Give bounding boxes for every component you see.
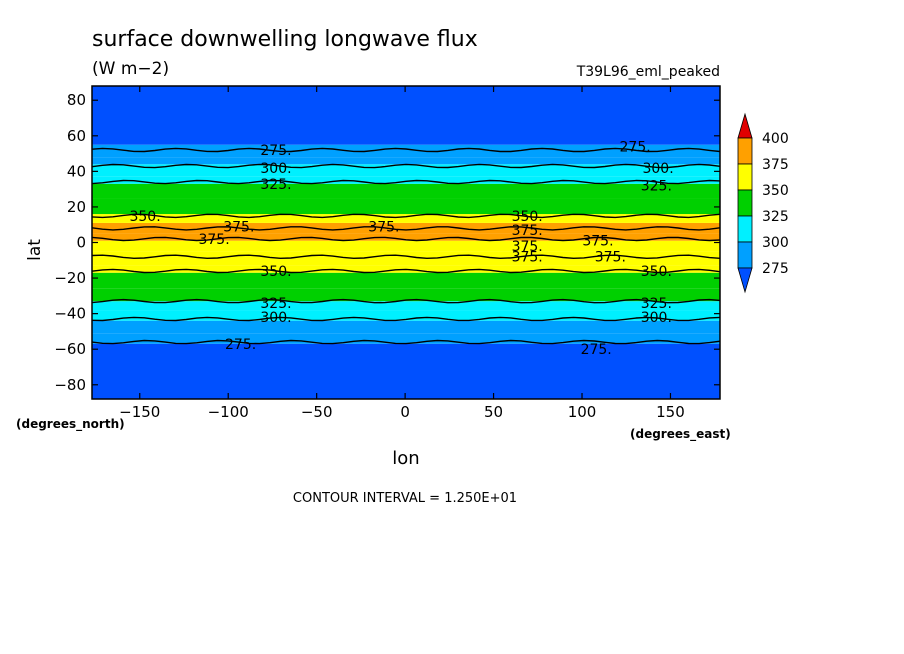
contour-label-11: 375. (512, 223, 543, 239)
contour-labels: 275.300.325.275.300.325.350.375.375.375.… (129, 139, 673, 358)
colorbar-swatch-1 (737, 163, 753, 191)
contour-label-12: 375. (512, 239, 543, 255)
colorbar-swatch-4 (737, 241, 753, 269)
band-4 (92, 301, 720, 311)
contour-line-350. (91, 268, 721, 274)
band-17 (92, 157, 720, 165)
band-16 (92, 164, 720, 177)
chart-title: surface downwelling longwave flux (92, 27, 478, 52)
band-9 (92, 240, 720, 252)
chart-units: (W m−2) (92, 59, 169, 79)
band-6 (92, 272, 720, 289)
contour-lines (91, 147, 721, 345)
x-tick-label: 100 (568, 403, 597, 421)
contour-label-7: 375. (223, 219, 254, 235)
contour-label-15: 375. (595, 250, 626, 266)
contour-label-5: 325. (641, 179, 672, 195)
x-tick-label: 0 (400, 403, 410, 421)
y-tick-label: 40 (67, 162, 86, 180)
x-tick-label: −150 (119, 403, 160, 421)
contour-line-375. (91, 236, 721, 242)
band-15 (92, 176, 720, 184)
contour-label-10: 350. (512, 209, 543, 225)
colorbar-label: 375 (762, 157, 789, 173)
band-14 (92, 183, 720, 199)
contour-label-19: 350. (641, 264, 672, 280)
contour-label-8: 375. (198, 232, 229, 248)
y-tick-label: 20 (67, 198, 86, 216)
colorbar-bottom-arrow (737, 267, 753, 294)
colorbar-label: 275 (762, 261, 789, 277)
colorbar-swatch-2 (737, 189, 753, 217)
y-tick-label: −60 (54, 340, 86, 358)
band-0 (92, 343, 720, 399)
contour-label-22: 275. (225, 337, 256, 353)
y-tick-label: 0 (76, 234, 86, 252)
contour-line-325. (91, 298, 721, 304)
colorbar-label: 400 (762, 131, 789, 147)
x-units-label: (degrees_east) (630, 427, 731, 442)
contour-line-375. (91, 226, 721, 231)
band-19 (92, 86, 720, 145)
band-3 (92, 310, 720, 321)
colorbar-top-arrow (737, 112, 753, 139)
contour-label-21: 300. (641, 310, 672, 326)
colorbar-label: 350 (762, 183, 789, 199)
contour-label-0: 275. (260, 143, 291, 159)
x-tick-label: −50 (301, 403, 333, 421)
y-axis-label: lat (25, 239, 45, 261)
contour-line-275. (91, 147, 721, 153)
dataset-label: T39L96_eml_peaked (576, 64, 720, 80)
contour-label-1: 300. (260, 161, 291, 177)
colorbar-label: 300 (762, 235, 789, 251)
contour-line-375. (91, 254, 721, 260)
colorbar-label: 325 (762, 209, 789, 225)
x-tick-label: −100 (208, 403, 249, 421)
contour-line-325. (91, 179, 721, 185)
filled-bands (92, 86, 720, 399)
y-tick-label: −20 (54, 269, 86, 287)
contour-label-23: 275. (581, 342, 612, 358)
y-tick-label: 60 (67, 127, 86, 145)
y-tick-label: −80 (54, 376, 86, 394)
band-5 (92, 288, 720, 302)
contour-label-3: 275. (620, 139, 651, 155)
contour-label-4: 300. (642, 161, 673, 177)
colorbar-swatch-3 (737, 215, 753, 243)
x-axis-label: lon (392, 448, 419, 469)
contour-label-20: 325. (641, 296, 672, 312)
x-tick-label: 50 (484, 403, 503, 421)
contour-label-14: 375. (582, 234, 613, 250)
band-12 (92, 214, 720, 223)
contour-label-2: 325. (260, 177, 291, 193)
band-11 (92, 222, 720, 234)
y-tick-label: −40 (54, 305, 86, 323)
contour-label-9: 375. (368, 219, 399, 235)
contour-interval-note: CONTOUR INTERVAL = 1.250E+01 (293, 491, 517, 506)
colorbar: 400 375 350 325 300 275 (737, 112, 789, 294)
contour-line-350. (91, 213, 721, 219)
colorbar-swatch-0 (737, 137, 753, 165)
contour-line-300. (91, 163, 721, 169)
y-units-label: (degrees_north) (16, 417, 125, 432)
contour-label-6: 350. (129, 209, 160, 225)
x-axis: −150 −100 −50 0 50 100 150 (119, 86, 685, 421)
contour-label-18: 300. (260, 310, 291, 326)
y-tick-label: 80 (67, 91, 86, 109)
contour-label-13: 375. (512, 250, 543, 266)
band-2 (92, 320, 720, 334)
band-13 (92, 198, 720, 215)
contour-label-17: 325. (260, 296, 291, 312)
contour-label-16: 350. (260, 264, 291, 280)
plot-area: 275.300.325.275.300.325.350.375.375.375.… (54, 85, 721, 421)
y-axis: −80 −60 −40 −20 0 20 40 60 80 (54, 91, 720, 394)
x-tick-label: 150 (656, 403, 685, 421)
band-10 (92, 233, 720, 241)
contour-line-300. (91, 316, 721, 322)
band-1 (92, 333, 720, 344)
contour-line-275. (91, 339, 721, 345)
